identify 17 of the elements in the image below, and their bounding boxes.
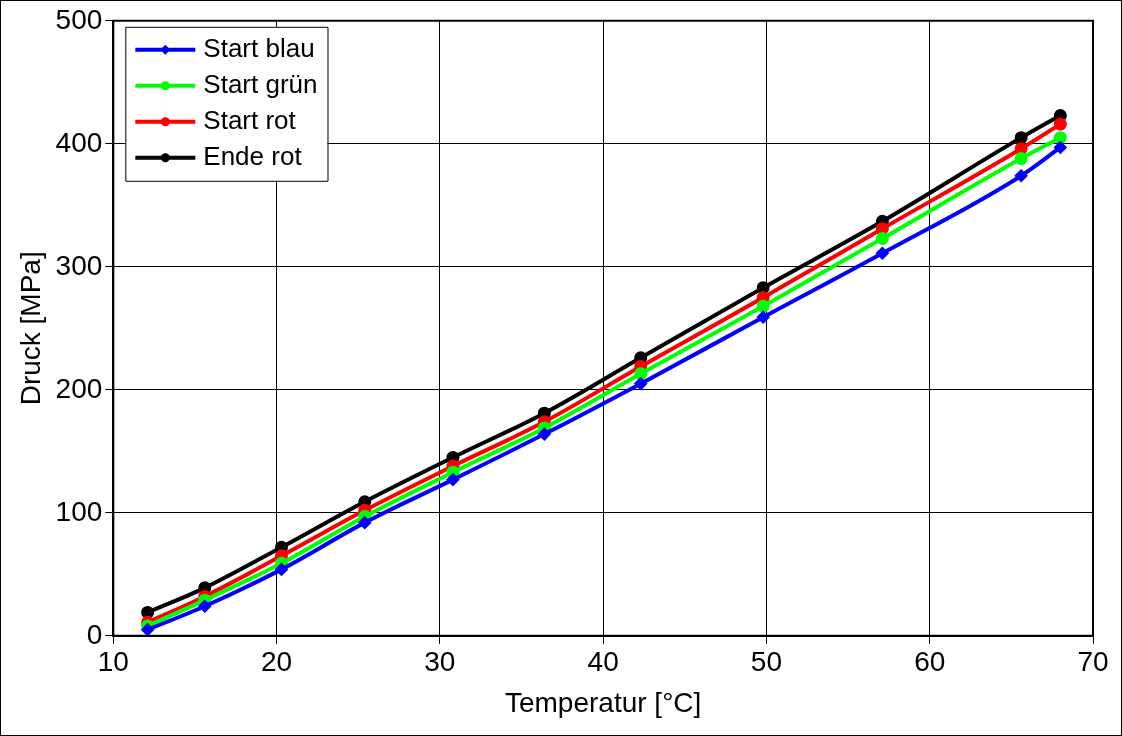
x-axis-title: Temperatur [°C] bbox=[504, 686, 702, 718]
y-tick-label: 300 bbox=[55, 249, 103, 281]
y-tick-label: 200 bbox=[55, 372, 103, 404]
y-axis-title: Druck [MPa] bbox=[14, 251, 46, 406]
y-tick-label: 400 bbox=[55, 126, 103, 158]
y-tick-label: 500 bbox=[55, 3, 103, 35]
x-tick-label: 70 bbox=[1077, 646, 1109, 678]
x-tick-label: 50 bbox=[750, 646, 783, 678]
legend-label: Start blau bbox=[203, 32, 315, 63]
legend-label: Ende rot bbox=[203, 140, 303, 171]
y-tick-label: 100 bbox=[55, 495, 103, 527]
x-tick-label: 60 bbox=[914, 646, 946, 678]
x-tick-label: 20 bbox=[261, 646, 293, 678]
x-tick-label: 40 bbox=[587, 646, 619, 678]
legend-label: Start grün bbox=[203, 68, 318, 99]
x-tick-label: 30 bbox=[424, 646, 456, 678]
legend-label: Start rot bbox=[203, 104, 297, 135]
